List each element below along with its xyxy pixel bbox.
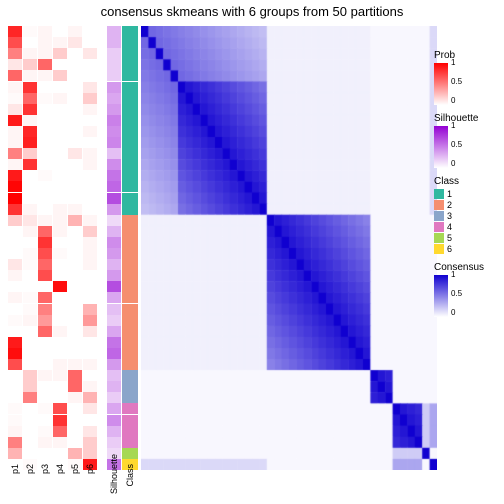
page-title: consensus skmeans with 6 groups from 50 … (0, 4, 504, 19)
legend-cons-gradient (434, 275, 448, 317)
legend-class-item: 1 (434, 189, 502, 199)
legend-class-label: 2 (447, 200, 452, 210)
prob-column-p3: p3 (38, 26, 52, 470)
prob-column-label: p2 (25, 464, 35, 494)
legend-class-item: 4 (434, 222, 502, 232)
prob-column-label: p6 (85, 464, 95, 494)
plot-area: p1p2p3p4p5p6 Silhouette Class (8, 26, 428, 470)
prob-column-p4: p4 (53, 26, 67, 470)
legend-tick: 0.5 (451, 78, 471, 86)
legend-tick: 0.5 (451, 141, 471, 149)
legend-class-swatch (434, 200, 444, 210)
legend-class-item: 3 (434, 211, 502, 221)
legend-class-swatch (434, 189, 444, 199)
silhouette-column: Silhouette (107, 26, 121, 470)
legend-class-label: 4 (447, 222, 452, 232)
legend-class-swatch (434, 222, 444, 232)
prob-column-p5: p5 (68, 26, 82, 470)
prob-column-label: p4 (55, 464, 65, 494)
prob-column-p1: p1 (8, 26, 22, 470)
legend-class-label: 3 (447, 211, 452, 221)
consensus-heatmap (141, 26, 437, 470)
legend-class-label: 1 (447, 189, 452, 199)
legend-tick: 0 (451, 160, 471, 168)
legend-tick: 1 (451, 271, 471, 279)
legend-tick: 1 (451, 59, 471, 67)
legend-tick: 0 (451, 309, 471, 317)
legend-class-item: 6 (434, 244, 502, 254)
legend-class-swatch (434, 233, 444, 243)
legend-class-item: 2 (434, 200, 502, 210)
prob-column-p2: p2 (23, 26, 37, 470)
class-label: Class (125, 464, 135, 494)
legend-class-label: 6 (447, 244, 452, 254)
legend-class-item: 5 (434, 233, 502, 243)
legend-class-items: 123456 (434, 189, 502, 254)
legends: Prob 10.50 Silhouette 10.50 Class 123456… (434, 42, 502, 317)
legend-class-label: 5 (447, 233, 452, 243)
legend-class-title: Class (434, 176, 502, 187)
legend-sil-gradient (434, 126, 448, 168)
legend-prob-gradient (434, 63, 448, 105)
prob-column-p6: p6 (83, 26, 97, 470)
prob-column-label: p5 (70, 464, 80, 494)
legend-class-swatch (434, 211, 444, 221)
legend-tick: 1 (451, 122, 471, 130)
silhouette-label: Silhouette (109, 464, 119, 494)
prob-column-label: p1 (10, 464, 20, 494)
legend-class-swatch (434, 244, 444, 254)
legend-tick: 0 (451, 97, 471, 105)
prob-column-label: p3 (40, 464, 50, 494)
legend-tick: 0.5 (451, 290, 471, 298)
class-column: Class (122, 26, 138, 470)
